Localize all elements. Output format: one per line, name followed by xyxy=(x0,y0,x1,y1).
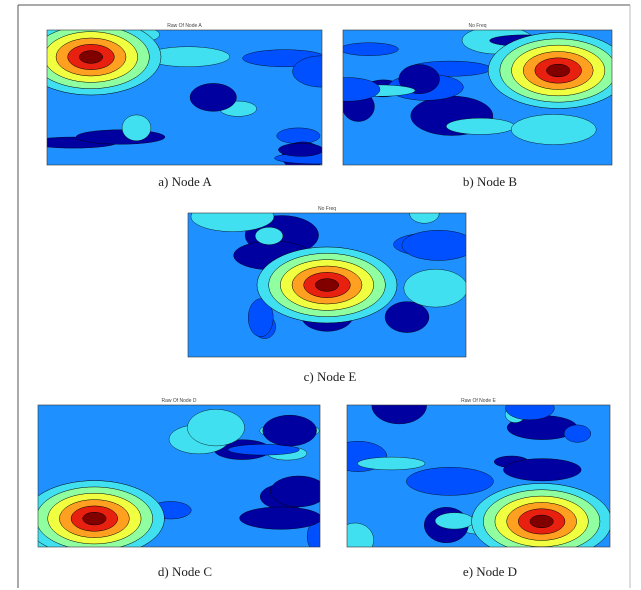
plot-border xyxy=(346,404,611,548)
contour-plot xyxy=(187,212,467,358)
contour-region xyxy=(187,409,245,447)
contour-plot xyxy=(346,404,611,548)
plot-title: Raw Of Node D xyxy=(161,398,196,404)
contour-region xyxy=(563,424,591,443)
contour-region xyxy=(189,83,237,112)
contour-level xyxy=(79,50,103,64)
contour-region xyxy=(409,213,440,224)
contour-region xyxy=(227,444,300,456)
contour-region xyxy=(384,301,430,333)
contour-region xyxy=(75,129,166,145)
contour-plot xyxy=(37,404,321,548)
contour-level xyxy=(546,63,571,78)
contour-region xyxy=(121,114,152,142)
contour-region xyxy=(262,414,317,447)
panel-caption: a) Node A xyxy=(158,174,212,189)
contour-layers xyxy=(38,405,320,547)
contour-region xyxy=(505,405,555,421)
plot-border xyxy=(46,29,323,166)
contour-layers xyxy=(347,405,610,547)
contour-level xyxy=(82,512,107,526)
contour-region xyxy=(343,77,381,102)
plot-title: No Freq xyxy=(468,23,486,29)
plot-title: Raw Of Node E xyxy=(461,398,496,404)
contour-region xyxy=(398,64,440,94)
contour-region xyxy=(190,213,275,232)
contour-region xyxy=(357,456,426,471)
contour-region xyxy=(406,467,494,496)
plot-border xyxy=(37,404,321,548)
plot-title: No Freq xyxy=(318,206,336,212)
contour-region xyxy=(511,114,597,145)
contour-region xyxy=(254,227,284,245)
contour-layers xyxy=(47,30,322,165)
contour-layers xyxy=(343,30,612,165)
panel-caption: c) Node E xyxy=(304,369,357,384)
contour-layers xyxy=(188,213,466,357)
contour-region xyxy=(276,127,321,144)
panel-caption: e) Node D xyxy=(463,564,517,579)
contour-level xyxy=(529,514,554,529)
contour-region xyxy=(270,475,320,508)
contour-plot xyxy=(342,29,613,166)
contour-region xyxy=(347,522,374,547)
contour-region xyxy=(503,458,582,482)
contour-region xyxy=(403,269,466,308)
contour-region xyxy=(371,405,427,425)
plot-border xyxy=(187,212,467,358)
panel-caption: d) Node C xyxy=(158,564,212,579)
plot-title: Raw Of Node A xyxy=(167,23,202,29)
contour-region xyxy=(401,230,466,261)
contour-region xyxy=(278,143,322,157)
panel-caption: b) Node B xyxy=(463,174,517,189)
plot-border xyxy=(342,29,613,166)
contour-level xyxy=(315,278,339,292)
contour-region xyxy=(239,506,320,530)
contour-region xyxy=(434,512,474,530)
contour-region xyxy=(343,42,399,56)
contour-plot xyxy=(46,29,323,166)
contour-region xyxy=(292,55,322,88)
contour-region xyxy=(248,298,274,337)
contour-region xyxy=(446,117,515,135)
